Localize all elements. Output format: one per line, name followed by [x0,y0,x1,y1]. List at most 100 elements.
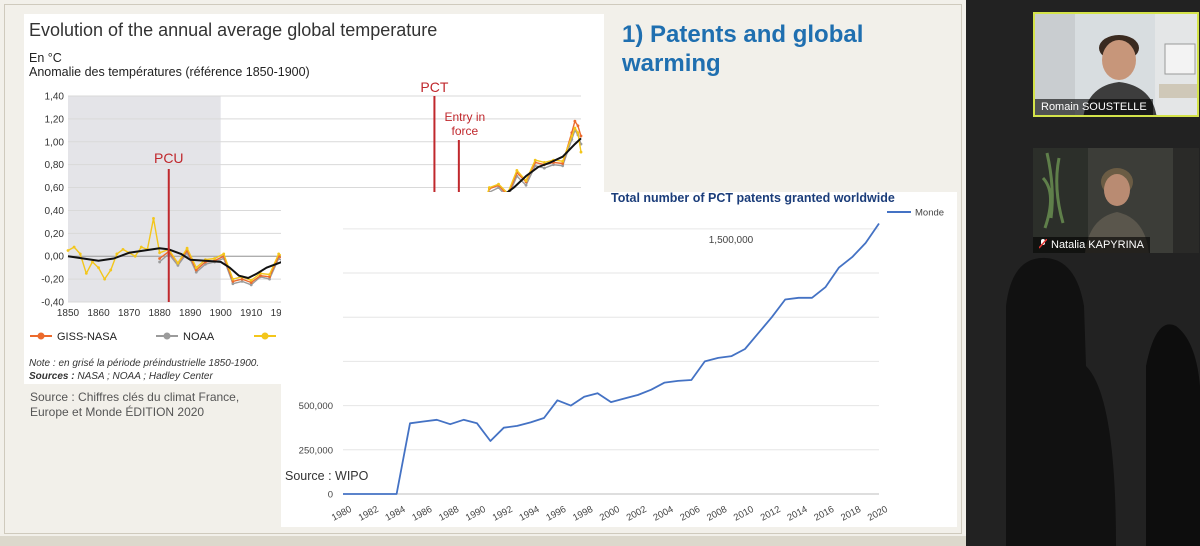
x-tick-label: 1998 [571,504,595,524]
temp-chart-subtitle: Anomalie des températures (référence 185… [29,65,310,79]
data-point [185,246,189,250]
data-point [78,252,82,256]
x-tick-label: 1988 [437,504,461,524]
data-point [91,260,94,264]
data-point [158,257,162,260]
series-line-monde [343,222,880,495]
pcu-label: PCU [154,150,184,166]
data-point [552,163,555,167]
data-point [97,266,100,270]
data-point [194,268,198,272]
data-point [561,164,565,168]
data-point [268,273,271,276]
data-point [103,277,107,281]
pct-chart-title: Total number of PCT patents granted worl… [611,191,895,205]
data-point [542,160,546,164]
y-tick-label: 500,000 [299,401,333,412]
slide-bottom-bar [0,536,966,546]
data-point [109,268,113,272]
legend-swatch-dot [163,332,171,340]
x-tick-label: 1986 [410,504,434,524]
x-tick-label: 1850 [57,308,80,319]
y-tick-label: -0,20 [41,275,64,286]
data-point [231,280,235,283]
legend-label: NOAA [183,331,215,343]
x-tick-label: 2010 [732,504,756,524]
x-tick-label: 1860 [87,308,110,319]
data-point [231,282,235,286]
temp-chart-sources: Sources : NASA ; NOAA ; Hadley Center [29,371,213,382]
data-point [158,260,162,264]
data-point [249,283,253,287]
participant-video-natalia[interactable]: Natalia KAPYRINA [1033,148,1199,253]
x-tick-label: 1870 [118,308,141,319]
data-point [72,245,76,249]
participant-video-romain[interactable]: Romain SOUSTELLE [1033,12,1199,117]
data-point [533,158,537,162]
data-point [231,277,235,281]
x-tick-label: 1910 [240,308,263,319]
sources-label: Sources : [29,371,75,382]
data-point [576,124,580,128]
x-tick-label: 1996 [544,504,568,524]
y-tick-label: 0,80 [45,160,65,171]
data-point [240,280,244,283]
data-point [121,247,125,251]
data-point [576,131,580,135]
data-point [573,119,577,123]
data-point [515,168,519,172]
data-point [579,134,583,138]
x-tick-label: 2014 [786,504,810,524]
pct-chart-panel: 0 250,000 500,000 1,500,000 1980 1982 1984 1986… [281,192,957,527]
data-point [194,270,198,274]
peak-value-label: 1,500,000 [709,235,754,246]
y-tick-label: 1,40 [45,92,65,103]
slide-title: 1) Patents and global warming [622,21,864,77]
y-tick-label: 0,60 [45,183,65,194]
data-point [542,166,546,170]
legend-swatch-dot [261,332,269,340]
y-tick-label: 250,000 [299,445,333,456]
temp-chart-unit: En °C [29,51,62,65]
x-tick-label: 2004 [652,504,676,524]
data-point [277,252,281,256]
x-tick-label: 1990 [464,504,488,524]
data-point [194,266,198,270]
participant-name: Natalia KAPYRINA [1051,239,1144,251]
data-point [84,271,88,275]
participant-name: Romain SOUSTELLE [1041,101,1147,113]
data-point [249,281,253,284]
participant-name-tag: Romain SOUSTELLE [1035,99,1153,115]
data-point [176,263,180,267]
x-tick-label: 2018 [839,504,863,524]
data-point [258,274,262,278]
legend-label: Monde [915,208,944,219]
x-tick-label: 2006 [678,504,702,524]
data-point [133,254,137,258]
data-point [579,150,583,154]
source-left-text: Source : Chiffres clés du climat France,… [30,390,240,419]
x-tick-label: 2002 [625,504,649,524]
data-point [524,183,528,187]
y-tick-label: 0,00 [45,252,65,263]
data-point [561,162,565,165]
data-point [487,186,491,189]
x-tick-label: 1890 [179,308,202,319]
y-tick-label: 0,40 [45,206,65,217]
data-point [204,262,207,266]
entry-in-force-label-line2: force [452,124,479,138]
x-tick-label: 1992 [491,504,515,524]
source-wipo-text: Source : WIPO [285,469,369,483]
y-tick-label: 0,20 [45,229,65,240]
x-tick-label: 1900 [210,308,233,319]
data-point [213,257,216,260]
data-point [66,249,70,252]
data-point [240,277,244,281]
y-tick-label: 1,20 [45,114,65,125]
temp-chart-note: Note : en grisé la période préindustriel… [29,358,260,369]
x-tick-label: 1980 [330,504,354,524]
data-point [268,277,271,281]
data-point [249,278,253,282]
data-point [152,217,155,220]
data-point [497,182,500,186]
